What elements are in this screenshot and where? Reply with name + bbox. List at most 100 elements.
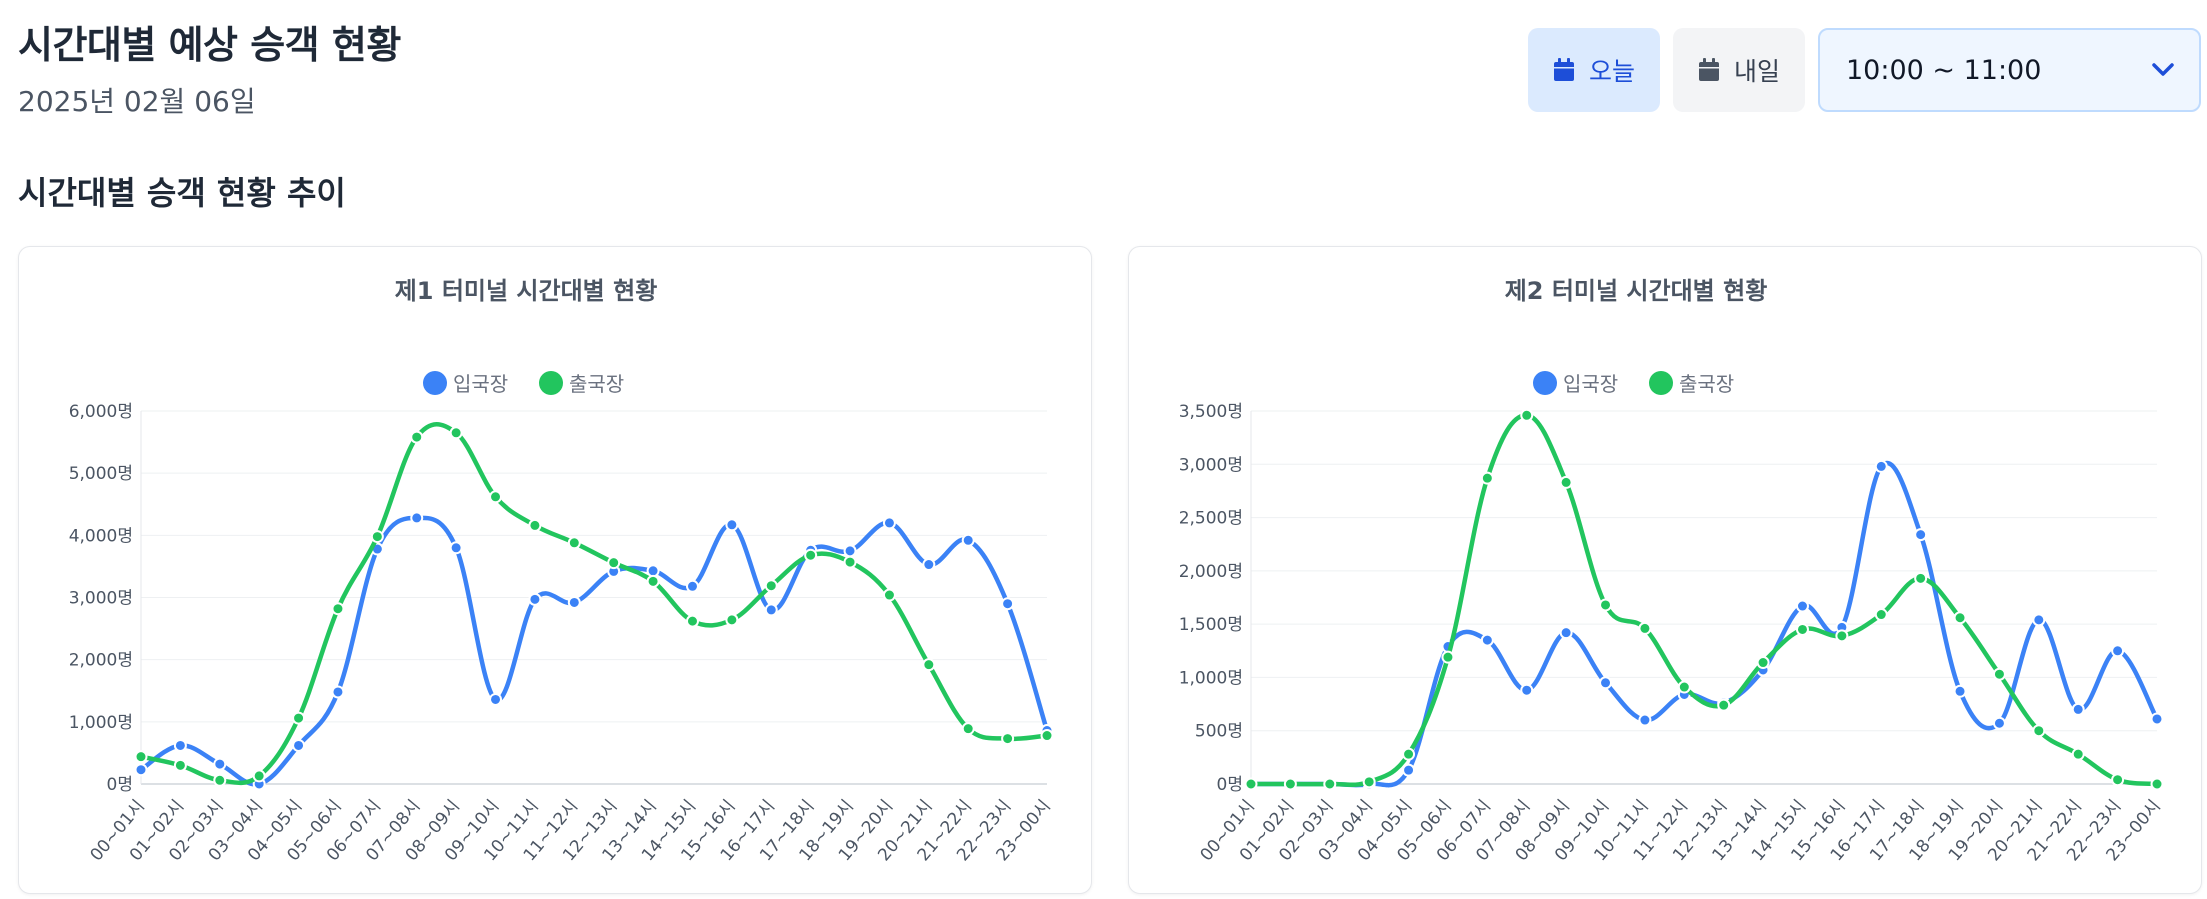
data-point-departure bbox=[882, 588, 896, 602]
chart-legend: 입국장 출국장 bbox=[423, 371, 624, 396]
legend-marker-departure bbox=[539, 371, 563, 395]
data-point-departure bbox=[1283, 777, 1297, 791]
data-point-departure bbox=[1040, 729, 1054, 743]
data-point-arrival bbox=[134, 763, 148, 777]
data-point-arrival bbox=[1001, 597, 1015, 611]
data-point-arrival bbox=[882, 516, 896, 530]
data-point-departure bbox=[646, 574, 660, 588]
time-range-select[interactable]: 10:00 ~ 11:00 bbox=[1818, 28, 2201, 112]
chart-title: 제2 터미널 시간대별 현황 bbox=[1505, 277, 1768, 305]
data-point-arrival bbox=[410, 511, 424, 525]
data-point-arrival bbox=[213, 757, 227, 771]
data-point-departure bbox=[1992, 667, 2006, 681]
data-point-departure bbox=[1441, 650, 1455, 664]
data-point-departure bbox=[1795, 622, 1809, 636]
series-departure bbox=[134, 421, 1054, 787]
today-button[interactable]: 오늘 bbox=[1528, 28, 1660, 112]
calendar-icon bbox=[1698, 58, 1719, 81]
data-point-arrival bbox=[292, 738, 306, 752]
section-title: 시간대별 승객 현황 추이 bbox=[18, 174, 346, 212]
legend-label-arrival: 입국장 bbox=[1563, 372, 1618, 396]
data-point-arrival bbox=[646, 564, 660, 578]
data-point-departure bbox=[1362, 775, 1376, 789]
y-tick-label: 0명 bbox=[1217, 775, 1243, 795]
series-departure bbox=[1244, 408, 2164, 791]
data-point-departure bbox=[922, 658, 936, 672]
data-point-departure bbox=[1874, 608, 1888, 622]
data-point-departure bbox=[449, 426, 463, 440]
data-point-departure bbox=[292, 711, 306, 725]
data-point-departure bbox=[252, 769, 266, 783]
chevron-down-icon bbox=[2152, 63, 2174, 76]
chart-legend: 입국장 출국장 bbox=[1533, 371, 1734, 396]
data-point-departure bbox=[1953, 611, 1967, 625]
data-point-departure bbox=[1001, 732, 1015, 746]
y-tick-label: 5,000명 bbox=[69, 464, 133, 484]
data-point-departure bbox=[1402, 747, 1416, 761]
data-point-arrival bbox=[173, 738, 187, 752]
data-point-departure bbox=[961, 722, 975, 736]
data-point-arrival bbox=[843, 544, 857, 558]
data-point-departure bbox=[843, 555, 857, 569]
data-point-departure bbox=[489, 490, 503, 504]
data-point-departure bbox=[1480, 471, 1494, 485]
data-point-arrival bbox=[2071, 702, 2085, 716]
y-tick-label: 0명 bbox=[107, 775, 133, 795]
data-point-arrival bbox=[1914, 528, 1928, 542]
data-point-arrival bbox=[1953, 684, 1967, 698]
data-point-arrival bbox=[528, 592, 542, 606]
data-point-departure bbox=[528, 518, 542, 532]
page-title: 시간대별 예상 승객 현황 bbox=[18, 23, 401, 67]
chart-title: 제1 터미널 시간대별 현황 bbox=[395, 277, 658, 305]
tomorrow-label: 내일 bbox=[1733, 57, 1780, 86]
series-arrival bbox=[1244, 459, 2164, 791]
data-point-departure bbox=[1559, 475, 1573, 489]
data-point-arrival bbox=[2150, 712, 2164, 726]
data-point-departure bbox=[764, 579, 778, 593]
data-point-departure bbox=[1244, 777, 1258, 791]
legend-marker-departure bbox=[1649, 371, 1673, 395]
data-point-departure bbox=[410, 430, 424, 444]
data-point-arrival bbox=[1638, 713, 1652, 727]
data-point-arrival bbox=[489, 692, 503, 706]
data-point-departure bbox=[804, 548, 818, 562]
data-point-arrival bbox=[1992, 716, 2006, 730]
page-date: 2025년 02월 06일 bbox=[18, 85, 256, 118]
data-point-departure bbox=[370, 530, 384, 544]
data-point-departure bbox=[1638, 621, 1652, 635]
data-point-departure bbox=[685, 614, 699, 628]
data-point-departure bbox=[725, 613, 739, 627]
time-range-value: 10:00 ~ 11:00 bbox=[1846, 54, 2042, 86]
data-point-arrival bbox=[1480, 633, 1494, 647]
data-point-arrival bbox=[1402, 763, 1416, 777]
data-point-arrival bbox=[961, 533, 975, 547]
y-tick-label: 3,000명 bbox=[1179, 455, 1243, 475]
y-tick-label: 3,000명 bbox=[69, 589, 133, 609]
y-tick-label: 500명 bbox=[1195, 722, 1243, 742]
legend-label-departure: 출국장 bbox=[569, 372, 624, 396]
data-point-departure bbox=[1756, 656, 1770, 670]
y-tick-label: 2,000명 bbox=[1179, 562, 1243, 582]
data-point-departure bbox=[1599, 598, 1613, 612]
data-point-departure bbox=[213, 773, 227, 787]
data-point-departure bbox=[1835, 629, 1849, 643]
y-tick-label: 2,000명 bbox=[69, 651, 133, 671]
y-tick-label: 1,000명 bbox=[69, 713, 133, 733]
data-point-departure bbox=[567, 536, 581, 550]
data-point-arrival bbox=[725, 518, 739, 532]
data-point-arrival bbox=[685, 579, 699, 593]
data-point-arrival bbox=[922, 558, 936, 572]
data-point-arrival bbox=[1599, 676, 1613, 690]
data-point-arrival bbox=[1520, 683, 1534, 697]
today-label: 오늘 bbox=[1588, 57, 1635, 86]
data-point-departure bbox=[1520, 408, 1534, 422]
data-point-departure bbox=[607, 556, 621, 570]
data-point-departure bbox=[2071, 747, 2085, 761]
legend-label-arrival: 입국장 bbox=[453, 372, 508, 396]
tomorrow-button[interactable]: 내일 bbox=[1673, 28, 1805, 112]
y-tick-label: 6,000명 bbox=[69, 402, 133, 422]
data-point-departure bbox=[1914, 571, 1928, 585]
data-point-departure bbox=[173, 758, 187, 772]
